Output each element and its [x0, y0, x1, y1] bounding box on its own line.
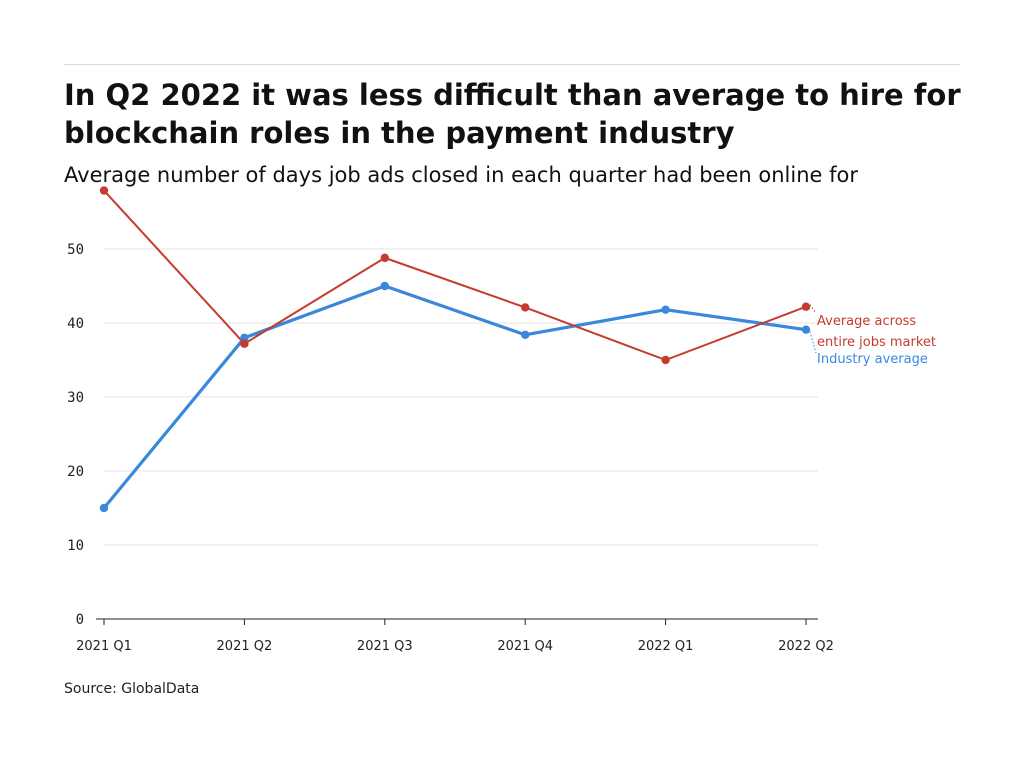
point-industry-4: [661, 305, 670, 314]
x-tick-labels: 2021 Q1 2021 Q2 2021 Q3 2021 Q4 2022 Q1 2022 …: [76, 639, 834, 654]
series-points: [99, 186, 811, 513]
x-tick-label-3: 2021 Q4: [497, 639, 553, 654]
point-industry-5: [801, 325, 811, 334]
x-tick-label-5: 2022 Q2: [778, 639, 834, 654]
point-industry-0: [99, 503, 109, 513]
point-industry-1: [240, 333, 249, 342]
y-tick-labels: 0 10 20 30 40 50: [67, 242, 84, 628]
point-market-0: [99, 186, 109, 195]
point-industry-2: [380, 281, 389, 291]
point-industry-3: [521, 330, 530, 340]
series-line-industry: [102, 284, 808, 510]
y-tick-label-20: 20: [67, 464, 84, 480]
top-rule: [64, 64, 960, 65]
y-tick-label-30: 30: [67, 390, 84, 406]
point-market-3: [521, 303, 530, 312]
point-market-2: [380, 253, 389, 263]
x-tick-label-2: 2021 Q3: [357, 639, 413, 654]
y-tick-label-0: 0: [76, 612, 84, 628]
series-labels: Average across entire jobs market Industry…: [809, 304, 936, 367]
chart-subtitle: Average number of days job ads closed in…: [64, 163, 858, 187]
x-tick-label-1: 2021 Q2: [217, 639, 273, 654]
label-market-line-0: Average across: [817, 314, 916, 329]
point-market-1: [240, 339, 249, 348]
chart-title: In Q2 2022 it was less difficult than av…: [64, 78, 961, 150]
point-market-4: [661, 355, 670, 365]
grid-lines: [104, 248, 818, 546]
x-tick-label-4: 2022 Q1: [638, 639, 694, 654]
x-tick-label-0: 2021 Q1: [76, 639, 132, 654]
point-market-5: [801, 302, 811, 311]
y-tick-label-10: 10: [67, 538, 84, 554]
leader-market: [809, 304, 817, 314]
source-note: Source: GlobalData: [64, 681, 200, 697]
leader-industry: [809, 331, 817, 354]
label-market-line-1: entire jobs market: [817, 335, 936, 350]
y-tick-label-40: 40: [67, 316, 84, 332]
y-tick-label-50: 50: [67, 242, 84, 258]
label-industry-line-0: Industry average: [817, 352, 928, 367]
axes: [96, 618, 818, 625]
series-line-market: [103, 189, 807, 361]
series-lines: [102, 189, 808, 510]
